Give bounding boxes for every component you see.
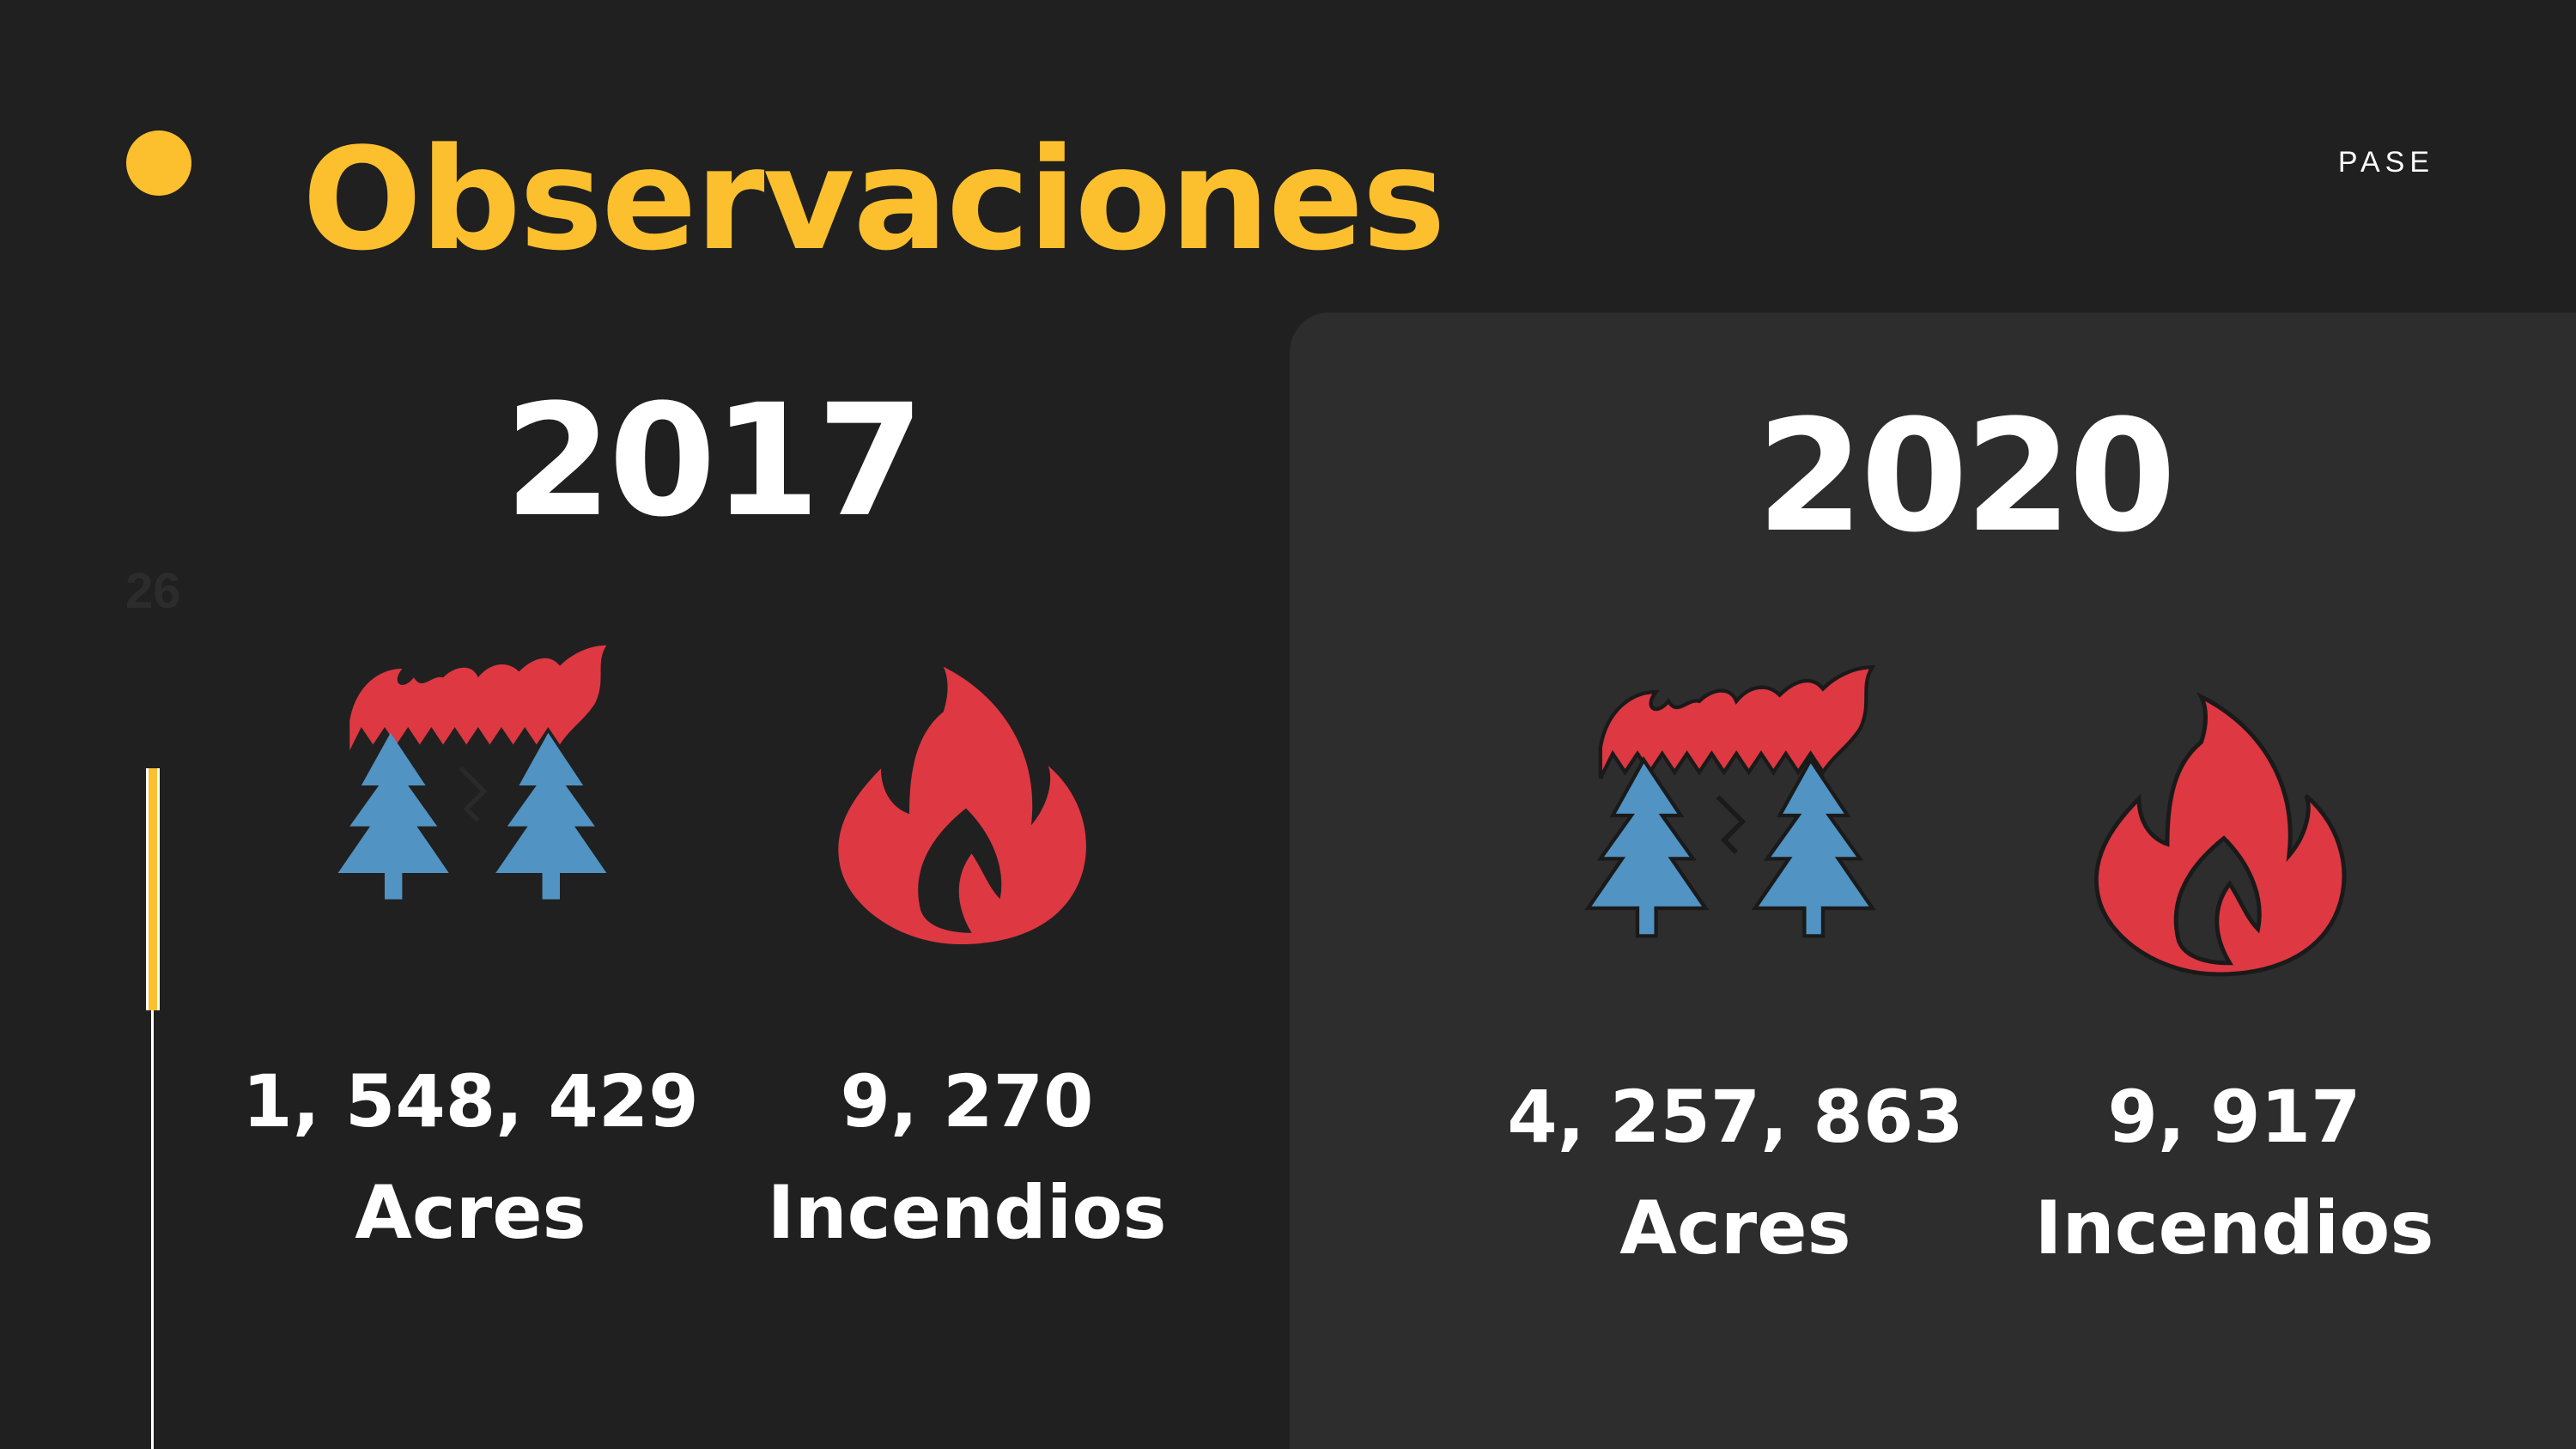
timeline-track: [151, 768, 154, 1449]
stat-value: 4, 257, 863: [1507, 1075, 1964, 1159]
stat-value: 1, 548, 429: [242, 1059, 699, 1143]
stat-value: 9, 270: [840, 1059, 1094, 1143]
stat-label: Acres: [1619, 1185, 1851, 1271]
forest-fire-icon: [337, 645, 607, 900]
stat-fires-2017: 9, 270 Incendios: [767, 1046, 1166, 1269]
flame-icon: [2093, 692, 2347, 977]
stat-label: Acres: [355, 1170, 586, 1256]
year-2020: 2020: [1756, 387, 2177, 567]
stat-acres-2020: 4, 257, 863 Acres: [1507, 1061, 1963, 1284]
flame-icon: [838, 666, 1086, 944]
title-bullet: [126, 130, 191, 196]
panel-2020: [1290, 312, 2576, 1449]
year-2017: 2017: [504, 372, 925, 551]
stat-label: Incendios: [2034, 1185, 2434, 1271]
stat-value: 9, 917: [2107, 1075, 2361, 1159]
forest-fire-icon: [1584, 665, 1876, 938]
stat-fires-2020: 9, 917 Incendios: [2034, 1061, 2433, 1284]
slide-number: 26: [125, 563, 181, 619]
stat-acres-2017: 1, 548, 429 Acres: [242, 1046, 698, 1269]
page-title: Observaciones: [302, 118, 1446, 282]
timeline-progress: [146, 768, 160, 1010]
stat-label: Incendios: [767, 1170, 1167, 1256]
pase-link[interactable]: PASE: [2337, 146, 2434, 179]
